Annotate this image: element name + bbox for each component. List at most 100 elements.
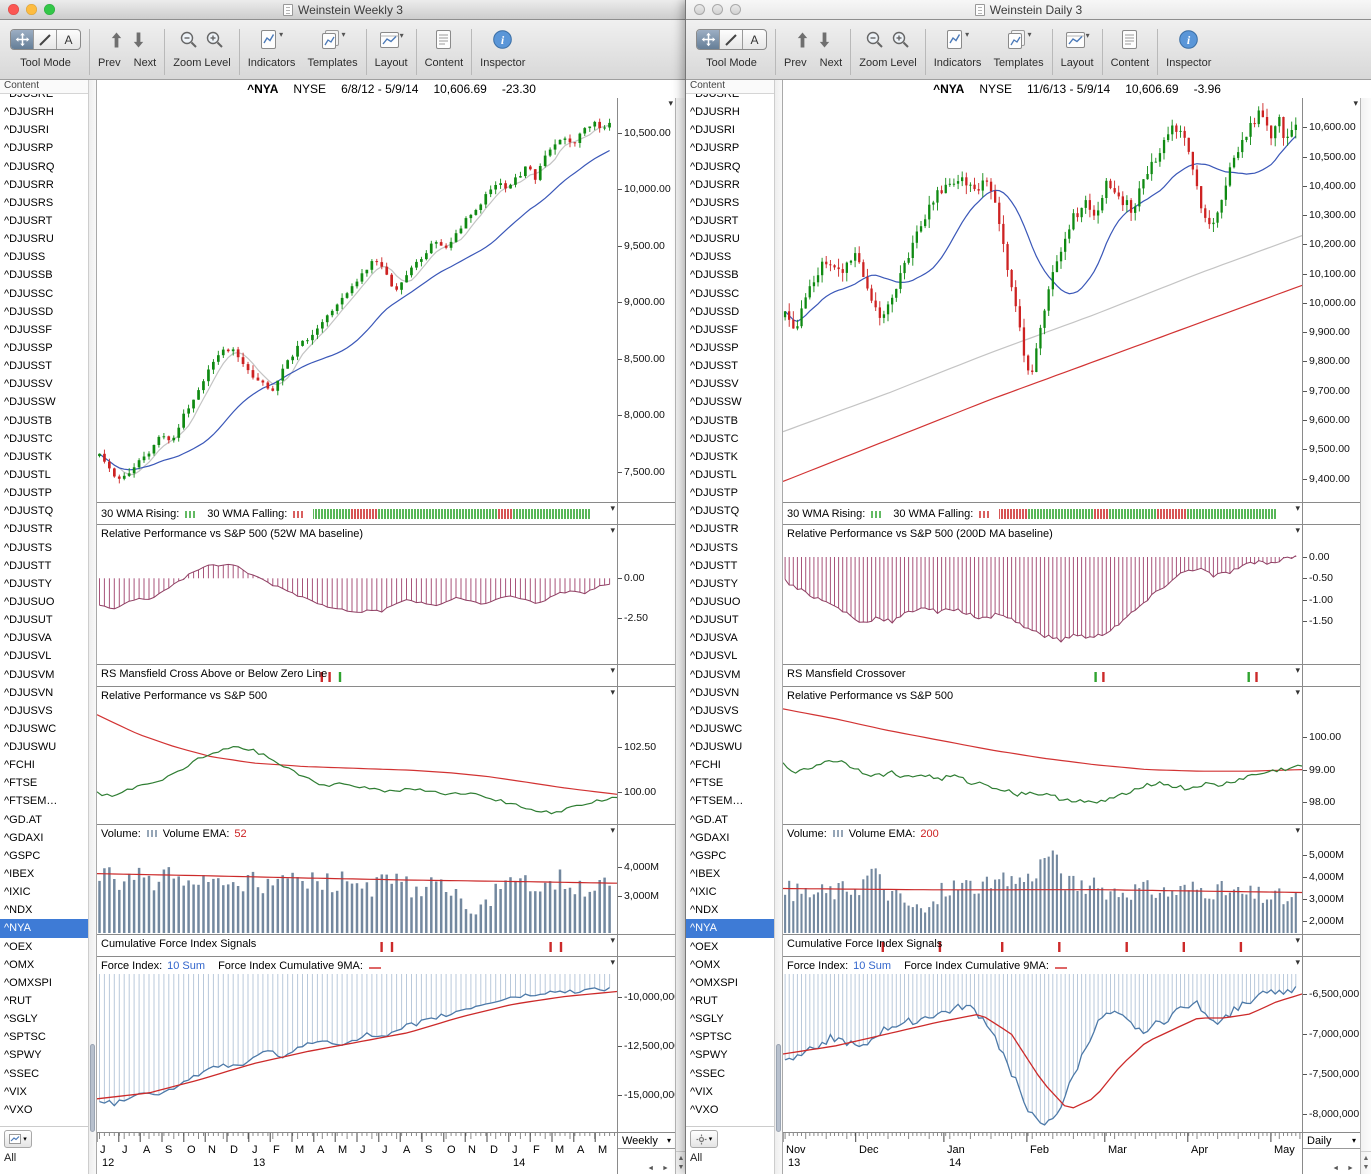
sidebar-item-djusvn[interactable]: ^DJUSVN — [4, 686, 54, 699]
horizontal-scroll-buttons[interactable]: ◄ ► — [647, 1165, 672, 1172]
next-button[interactable] — [131, 31, 146, 49]
sidebar-item-gdat[interactable]: ^GD.AT — [4, 813, 42, 826]
content-button[interactable] — [1121, 29, 1138, 50]
sidebar-item-djustb[interactable]: ^DJUSTB — [690, 414, 738, 427]
sidebar-item-djusts[interactable]: ^DJUSTS — [690, 541, 738, 554]
sidebar-item-djusvn[interactable]: ^DJUSVN — [690, 686, 740, 699]
sidebar-item-spwy[interactable]: ^SPWY — [4, 1049, 42, 1062]
sidebar-item-fchi[interactable]: ^FCHI — [690, 759, 721, 772]
sidebar-item-djussd[interactable]: ^DJUSSD — [690, 305, 740, 318]
sidebar-item-djusrh[interactable]: ^DJUSRH — [690, 106, 740, 119]
sidebar-item-djussv[interactable]: ^DJUSSV — [4, 378, 53, 391]
sidebar-item-djusrr[interactable]: ^DJUSRR — [690, 178, 740, 191]
sidebar-item-ixic[interactable]: ^IXIC — [690, 886, 717, 899]
sidebar-item-djusvm[interactable]: ^DJUSVM — [4, 668, 55, 681]
zoom-out-button[interactable] — [179, 30, 198, 49]
sidebar-item-djustt[interactable]: ^DJUSTT — [690, 559, 738, 572]
sidebar-item-ftsem[interactable]: ^FTSEM… — [690, 795, 744, 808]
indicators-button[interactable]: ▾ — [260, 29, 283, 50]
sidebar-item-rut[interactable]: ^RUT — [4, 995, 32, 1008]
sidebar-item-vxo[interactable]: ^VXO — [690, 1103, 719, 1116]
sidebar-item-djussf[interactable]: ^DJUSSF — [690, 323, 738, 336]
sidebar-item-djustr[interactable]: ^DJUSTR — [4, 523, 53, 536]
pane-collapse-caret[interactable]: ▾ — [610, 935, 615, 945]
sidebar-item-djusrt[interactable]: ^DJUSRT — [4, 214, 53, 227]
sidebar-item-djusrh[interactable]: ^DJUSRH — [4, 106, 54, 119]
sidebar-item-djustr[interactable]: ^DJUSTR — [690, 523, 739, 536]
sidebar-item-ibex[interactable]: ^IBEX — [4, 868, 35, 881]
sidebar-item-ixic[interactable]: ^IXIC — [4, 886, 31, 899]
text-tool-button[interactable]: A — [57, 30, 80, 49]
scroll-arrows[interactable]: ▲ ▼ — [1361, 1151, 1371, 1172]
sidebar-item-oex[interactable]: ^OEX — [690, 940, 719, 953]
sidebar-item-nya[interactable]: ^NYA — [686, 919, 774, 938]
sidebar-item-djustc[interactable]: ^DJUSTC — [4, 432, 53, 445]
sidebar-item-djusts[interactable]: ^DJUSTS — [4, 541, 52, 554]
sidebar-item-gdat[interactable]: ^GD.AT — [690, 813, 728, 826]
sidebar-item-fchi[interactable]: ^FCHI — [4, 759, 35, 772]
prev-button[interactable] — [109, 31, 124, 49]
sidebar-item-rut[interactable]: ^RUT — [690, 995, 718, 1008]
sidebar-item-djusty[interactable]: ^DJUSTY — [4, 577, 52, 590]
text-tool-button[interactable]: A — [743, 30, 766, 49]
sidebar-item-djusvl[interactable]: ^DJUSVL — [690, 650, 738, 663]
zoom-button[interactable] — [730, 4, 741, 15]
sidebar-item-djusst[interactable]: ^DJUSST — [4, 360, 52, 373]
pane-collapse-caret[interactable]: ▾ — [610, 957, 615, 967]
sidebar-item-djustp[interactable]: ^DJUSTP — [4, 487, 52, 500]
sidebar-item-djustl[interactable]: ^DJUSTL — [4, 468, 51, 481]
sidebar-item-omx[interactable]: ^OMX — [4, 958, 35, 971]
prev-button[interactable] — [795, 31, 810, 49]
line-tool-button[interactable] — [34, 30, 57, 49]
sidebar-scrollbar[interactable] — [88, 80, 97, 1174]
sidebar-item-oex[interactable]: ^OEX — [4, 940, 33, 953]
pane-collapse-caret[interactable]: ▾ — [1295, 665, 1300, 675]
titlebar[interactable]: Weinstein Weekly 3 — [0, 0, 686, 20]
sidebar-item-djussp[interactable]: ^DJUSSP — [4, 341, 53, 354]
sidebar-item-djustk[interactable]: ^DJUSTK — [690, 450, 738, 463]
sidebar-item-djusre[interactable]: ^DJUSRE — [690, 94, 740, 100]
pane-collapse-caret[interactable]: ▾ — [1295, 687, 1300, 697]
pane-collapse-caret[interactable]: ▾ — [1295, 503, 1300, 513]
sidebar-item-djussw[interactable]: ^DJUSSW — [4, 396, 56, 409]
sidebar-item-sgly[interactable]: ^SGLY — [690, 1013, 724, 1026]
sidebar-item-djusru[interactable]: ^DJUSRU — [690, 233, 740, 246]
sidebar-item-djusrs[interactable]: ^DJUSRS — [4, 196, 54, 209]
sidebar-item-djustt[interactable]: ^DJUSTT — [4, 559, 52, 572]
sidebar-item-gdaxi[interactable]: ^GDAXI — [4, 831, 44, 844]
sidebar-item-gspc[interactable]: ^GSPC — [690, 849, 727, 862]
inspector-button[interactable]: i — [1178, 29, 1199, 50]
pane-collapse-caret[interactable]: ▾ — [1295, 935, 1300, 945]
sidebar-item-ndx[interactable]: ^NDX — [4, 904, 33, 917]
content-scope-label[interactable]: All — [690, 1152, 703, 1164]
sidebar-item-djustl[interactable]: ^DJUSTL — [690, 468, 737, 481]
sidebar-item-djuswc[interactable]: ^DJUSWC — [690, 722, 743, 735]
sidebar-item-djussw[interactable]: ^DJUSSW — [690, 396, 742, 409]
period-label[interactable]: Weekly — [622, 1134, 658, 1147]
sidebar-item-djussv[interactable]: ^DJUSSV — [690, 378, 739, 391]
sidebar-item-djuswu[interactable]: ^DJUSWU — [4, 741, 57, 754]
sidebar-item-djusvs[interactable]: ^DJUSVS — [690, 704, 739, 717]
horizontal-scroll-buttons[interactable]: ◄ ► — [1332, 1165, 1357, 1172]
sidebar-item-djussb[interactable]: ^DJUSSB — [4, 269, 53, 282]
scrollbar-thumb[interactable] — [776, 1044, 781, 1132]
sidebar-item-djusst[interactable]: ^DJUSST — [690, 360, 738, 373]
sidebar-item-ssec[interactable]: ^SSEC — [4, 1067, 40, 1080]
move-tool-button[interactable] — [11, 30, 34, 49]
sidebar-item-omxspi[interactable]: ^OMXSPI — [690, 976, 738, 989]
sidebar-item-djusrp[interactable]: ^DJUSRP — [690, 142, 740, 155]
content-button[interactable] — [435, 29, 452, 50]
sidebar-item-djussd[interactable]: ^DJUSSD — [4, 305, 54, 318]
sidebar-item-ftse[interactable]: ^FTSE — [4, 777, 38, 790]
sidebar-scrollbar[interactable] — [774, 80, 783, 1174]
templates-button[interactable]: ▾ — [1006, 29, 1032, 50]
inspector-button[interactable]: i — [492, 29, 513, 50]
sidebar-item-djustp[interactable]: ^DJUSTP — [690, 487, 738, 500]
sidebar-item-djussc[interactable]: ^DJUSSC — [4, 287, 54, 300]
sidebar-item-sptsc[interactable]: ^SPTSC — [690, 1031, 732, 1044]
sidebar-item-djusvl[interactable]: ^DJUSVL — [4, 650, 52, 663]
sidebar-item-djuswu[interactable]: ^DJUSWU — [690, 741, 743, 754]
sidebar-item-omx[interactable]: ^OMX — [690, 958, 721, 971]
pane-collapse-caret[interactable]: ▾ — [610, 687, 615, 697]
scroll-arrows[interactable]: ▲ ▼ — [676, 1151, 686, 1172]
